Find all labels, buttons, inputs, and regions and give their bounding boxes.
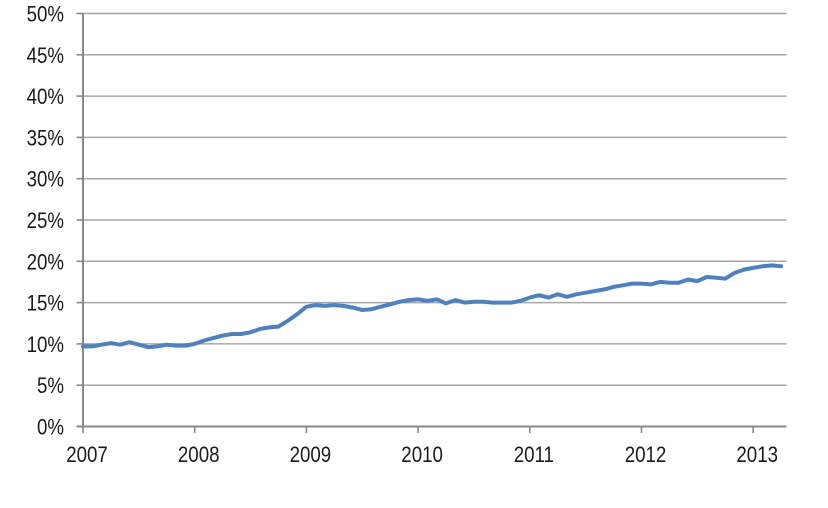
x-axis-label: 2012 [625,444,667,468]
axes [76,13,787,428]
y-axis-label: 15% [27,292,64,316]
data-line [81,263,784,350]
x-axis-label: 2010 [401,444,443,468]
x-axis-label: 2013 [736,444,778,468]
x-axis-label: 2011 [514,444,554,468]
y-axis-label: 35% [27,127,64,151]
y-axis-label: 45% [27,44,64,68]
x-axis-label: 2009 [290,444,332,468]
y-axis-label: 10% [27,334,64,358]
x-axis-label: 2008 [178,444,220,468]
y-axis-label: 25% [27,210,64,234]
y-axis-label: 5% [37,375,64,399]
y-axis-label: 30% [27,168,64,192]
y-axis-label: 20% [27,251,64,275]
y-axis-labels: 0% 5% 10% 15% 20% 25% 30% 35% 40% 45% 50% [27,3,64,440]
x-axis-label: 2007 [66,444,108,468]
x-axis-labels: 2007 2008 2009 2010 2011 2012 2013 [66,444,778,468]
y-axis-label: 50% [27,3,64,27]
y-axis-label: 40% [27,86,64,110]
y-gridlines [83,12,787,386]
y-axis-label: 0% [37,416,64,440]
data-series [81,263,784,350]
x-axis-ticks [82,426,755,433]
